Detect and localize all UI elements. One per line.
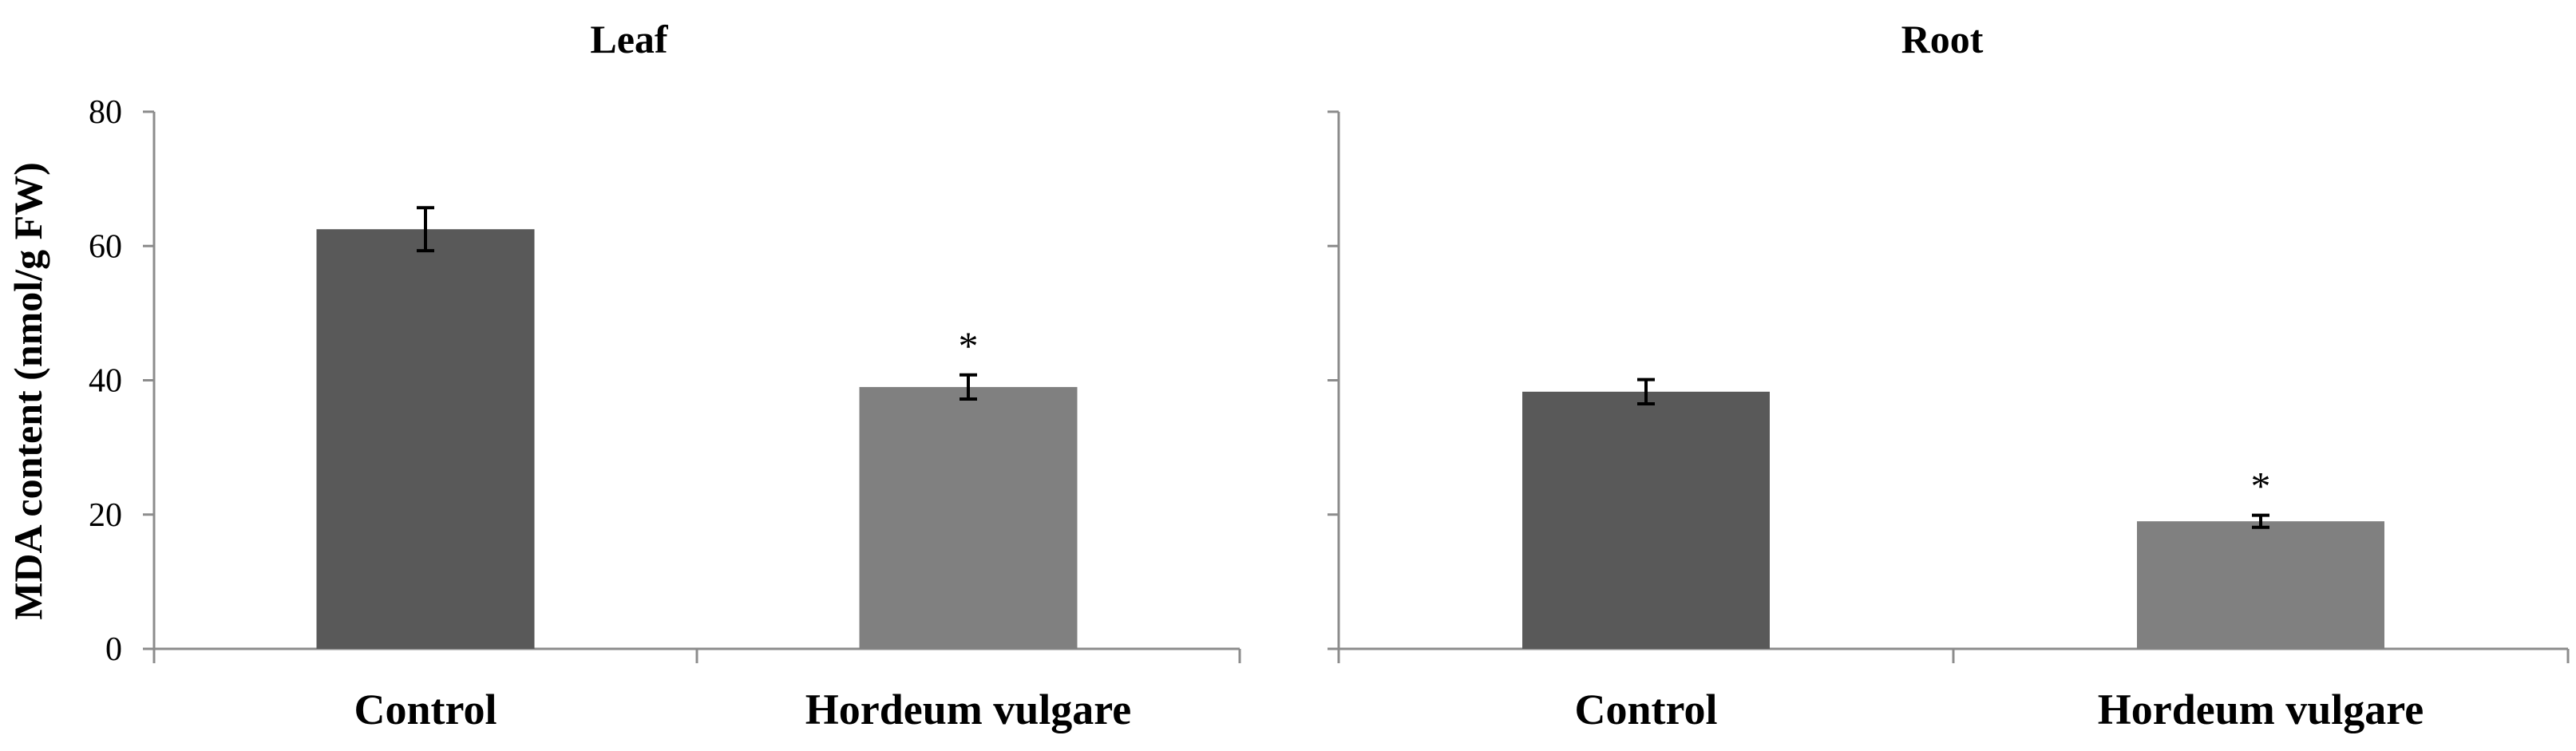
y-axis-label: MDA content (nmol/g FW): [6, 162, 50, 620]
bar-root-hordeum-vulgare: [2137, 521, 2384, 649]
significance-marker-leaf: *: [959, 323, 979, 368]
error-bar-leaf: [960, 373, 977, 401]
chart-title-leaf: Leaf: [590, 17, 669, 61]
bar-root-control: [1522, 391, 1770, 649]
chart-leaf: Leaf 0 20 40 60 80 Control * Hordeum vulgare: [89, 17, 1241, 733]
significance-marker-root: *: [2251, 464, 2271, 508]
error-bar-root: [2252, 513, 2269, 529]
y-tick-label-leaf: 60: [89, 228, 122, 265]
chart-title-root: Root: [1901, 17, 1984, 61]
y-tick-label-leaf: 40: [89, 363, 122, 400]
y-tick-label-leaf: 80: [89, 94, 122, 131]
bar-leaf-hordeum-vulgare: [859, 386, 1078, 649]
x-category-label-root: Hordeum vulgare: [2098, 686, 2424, 733]
x-category-label-leaf: Hordeum vulgare: [805, 686, 1131, 733]
x-category-label-leaf: Control: [354, 686, 497, 733]
error-bar-root: [1637, 377, 1655, 405]
chart-root: Root Control * Hordeum vulgare: [1328, 17, 2570, 733]
bar-leaf-control: [316, 229, 535, 649]
error-bar-leaf: [417, 206, 434, 253]
x-category-label-root: Control: [1574, 686, 1717, 733]
y-tick-label-leaf: 20: [89, 497, 122, 534]
y-tick-label-leaf: 0: [105, 631, 122, 668]
